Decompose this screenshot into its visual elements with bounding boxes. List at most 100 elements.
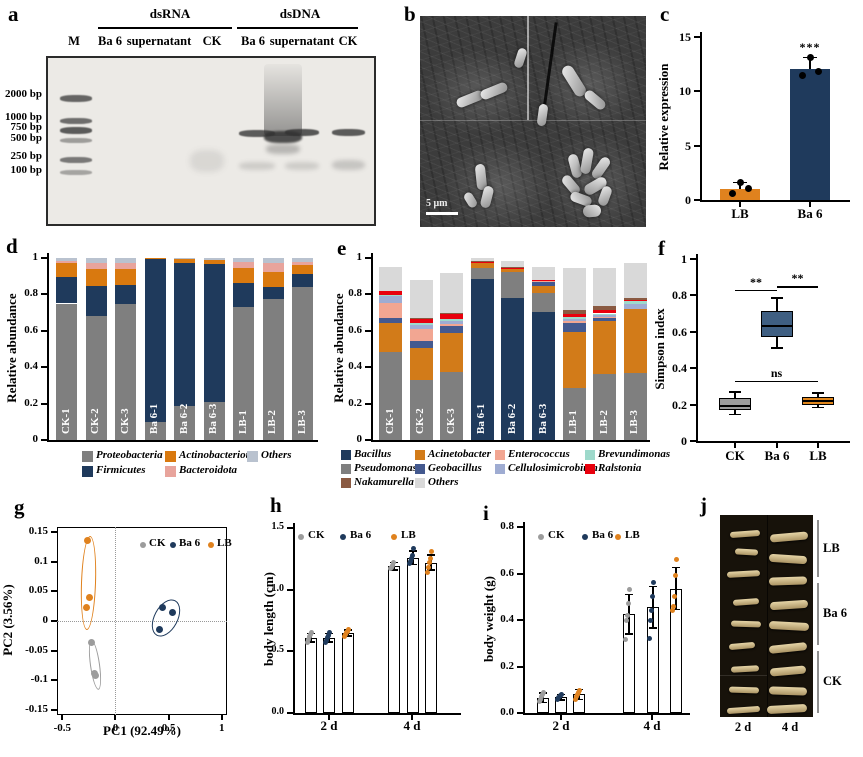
stack-segment-Nakamurella <box>501 267 525 268</box>
scatter-point-CK <box>88 638 96 646</box>
y-axis-label: Relative abundance <box>4 293 19 403</box>
stack-segment-Others <box>262 258 284 264</box>
data-point-Ba 6 <box>410 546 416 552</box>
stack-segment-Geobacillus <box>562 322 586 332</box>
gel-band <box>332 129 365 136</box>
stack-segment-Proteobacteria <box>262 298 284 440</box>
data-point-LB <box>425 564 431 570</box>
x-category-label: CK <box>725 448 745 463</box>
y-tick <box>517 572 523 575</box>
y-tick <box>51 530 57 533</box>
scale-bar-label: 5 μm <box>426 198 448 209</box>
data-point-LB <box>427 556 433 562</box>
y-axis <box>371 253 373 442</box>
stack-segment-Others <box>593 268 617 307</box>
bar-LB <box>720 189 760 200</box>
x-axis-label: PC1 (92.49%) <box>103 723 181 738</box>
bracket-ck <box>817 651 819 713</box>
time-label-4d: 4 d <box>781 720 799 734</box>
y-tick <box>41 439 47 441</box>
stack-segment-Others <box>623 263 647 299</box>
data-point-Ba 6 <box>325 632 331 638</box>
data-point-CK <box>389 562 395 568</box>
y-tick-label: 0.4 <box>672 361 687 376</box>
stack-segment-Firmicutes <box>144 258 166 422</box>
stack-segment-Geobacillus <box>409 340 433 349</box>
y-tick <box>41 366 47 369</box>
stack-segment-Actinobacteriota <box>203 259 225 265</box>
y-tick-label: 0.2 <box>24 396 38 409</box>
panel-sem-micrograph: b 5 μm <box>400 0 650 232</box>
stack-segment-Others <box>115 258 136 263</box>
panel-body-length-chart: h 0.0 0.5 1.0 1.5 body length (cm) 2 d 4 d CK Ba… <box>261 487 477 757</box>
y-tick <box>694 36 700 38</box>
bar-category-label: LB-3 <box>628 410 641 434</box>
panel-pca-plot: g -0.5 0 0.5 1 0.15 0.1 0.05 0 -0.05 -0.1 -0.15 PC1… <box>0 487 265 757</box>
legend-swatch-Others <box>247 451 258 462</box>
stack-segment-Others <box>56 258 77 262</box>
y-tick <box>287 588 293 591</box>
legend-dot-Ba 6 <box>340 534 346 540</box>
stack-segment-Actinobacteriota <box>233 268 254 284</box>
whisker-cap <box>812 406 824 409</box>
stack-segment-Firmicutes <box>56 277 77 304</box>
bar-4 d-Ba 6 <box>407 557 419 713</box>
y-axis <box>523 522 525 715</box>
x-axis <box>293 713 461 715</box>
whisker-cap <box>812 392 824 394</box>
y-tick <box>694 199 700 201</box>
larva <box>730 665 760 673</box>
stack-segment-Actinobacteriota <box>262 271 284 288</box>
gel-group-header-dsrna: dsRNA <box>149 6 191 21</box>
data-point-CK <box>626 587 632 593</box>
y-axis-label: Simpson index <box>652 308 667 390</box>
y-tick-label: 0.0 <box>500 706 514 718</box>
larva <box>768 620 810 632</box>
x-axis <box>371 440 650 442</box>
data-point <box>736 178 744 186</box>
y-tick <box>365 293 371 296</box>
bar-4 d-CK <box>388 566 400 713</box>
stack-segment-Acinetobacter <box>470 262 494 268</box>
stack-segment-Brevundimonas <box>623 300 647 305</box>
data-point-Ba 6 <box>646 636 652 642</box>
legend-swatch-Firmicutes <box>82 466 93 477</box>
gel-band <box>60 170 92 175</box>
stack-segment-Geobacillus <box>379 318 402 323</box>
y-axis <box>696 254 698 443</box>
legend-label-Bacteroidota: Bacteroidota <box>179 464 238 476</box>
data-point-CK <box>390 560 396 566</box>
y-tick-label: 0.2 <box>672 397 687 412</box>
stack-segment-Others <box>440 272 464 313</box>
stack-segment-Others <box>379 267 402 291</box>
stack-segment-Brevundimonas <box>593 313 617 316</box>
y-tick <box>287 650 293 653</box>
panel-larvae-photo: j LB Ba 6 CK 2 d 4 d <box>695 487 863 757</box>
y-tick <box>694 144 700 147</box>
whisker-cap <box>729 391 741 393</box>
group-label-ba6: Ba 6 <box>823 606 847 620</box>
data-point <box>728 189 736 197</box>
stack-segment-Cellulosimicrobium <box>623 304 647 309</box>
larva <box>769 531 809 543</box>
larva <box>726 705 761 715</box>
error-bar-cap <box>390 569 398 571</box>
x-tick <box>167 715 170 720</box>
sem-glow <box>442 140 554 227</box>
y-tick-label: 0.4 <box>24 360 38 373</box>
data-point-Ba 6 <box>407 558 413 564</box>
legend-label-Others: Others <box>428 476 459 488</box>
legend-swatch-Pseudomonas <box>341 464 351 474</box>
gel-band <box>266 144 300 154</box>
scatter-point-LB <box>83 604 91 612</box>
error-bar-line <box>809 57 811 69</box>
bracket-lb <box>817 520 819 577</box>
median-line <box>761 325 793 328</box>
stack-segment-Proteobacteria <box>203 401 225 440</box>
significance-line <box>735 289 777 292</box>
y-axis-label: body weight (g) <box>481 575 496 662</box>
data-point-LB <box>672 573 678 579</box>
y-tick <box>41 257 47 259</box>
data-point-Ba 6 <box>408 556 414 562</box>
stack-segment-Firmicutes <box>174 262 195 407</box>
